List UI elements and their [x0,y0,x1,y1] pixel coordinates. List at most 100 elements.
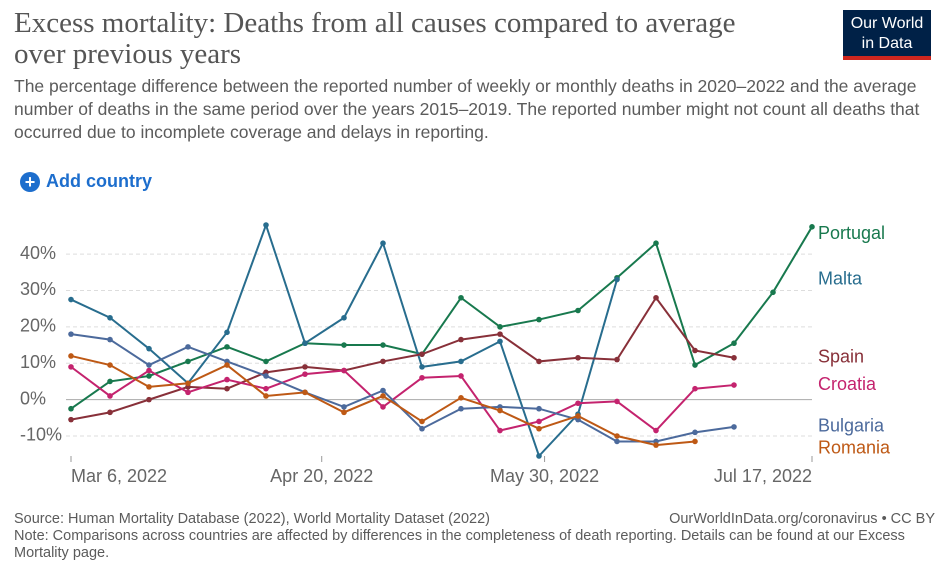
point [107,336,113,343]
point [458,373,464,379]
point [380,387,386,394]
note: Note: Comparisons across countries are a… [14,528,905,561]
point [68,416,74,423]
point [185,344,191,350]
x-tick-label: Apr 20, 2022 [270,466,373,486]
point [575,354,581,361]
line [70,295,735,421]
point [146,362,152,368]
point [341,409,347,416]
point [68,405,74,412]
point [185,358,191,365]
point [302,371,308,377]
point [68,364,74,370]
license: OurWorldInData.org/coronavirus • CC BY [669,511,935,527]
point [68,353,74,359]
y-tick-label: 0% [20,388,46,408]
point [263,385,269,392]
point [419,374,425,381]
legend-label: Romania [818,438,891,458]
point [146,384,152,390]
point [419,425,425,432]
point [185,380,191,387]
point [770,289,776,296]
point [653,294,659,301]
legend-label: Croatia [818,374,877,394]
point [419,418,425,425]
point [692,347,698,354]
legend-label: Spain [818,347,864,367]
add-country-button[interactable]: + Add country [20,171,152,192]
point [341,404,347,410]
point [653,427,659,434]
point [497,331,503,337]
point [497,407,503,414]
point [341,342,347,348]
point [146,367,152,374]
point [614,398,620,405]
point [263,373,269,379]
point [302,340,308,347]
point [614,433,620,439]
point [731,354,737,361]
point [107,378,113,385]
point [536,453,542,459]
point [692,429,698,436]
x-tick-label: May 30, 2022 [490,466,599,486]
point [341,314,347,321]
point [224,329,230,336]
point [302,389,308,396]
point [341,367,347,374]
legend-label: Portugal [818,223,885,243]
point [419,364,425,370]
point [224,362,230,368]
point [263,222,269,228]
point [68,296,74,303]
point [575,307,581,314]
point [224,385,230,392]
point [146,396,152,403]
x-tick-label: Jul 17, 2022 [714,466,812,486]
line [70,226,813,410]
legend-label: Bulgaria [818,416,885,436]
point [536,418,542,425]
point [302,364,308,370]
point [380,393,386,399]
point [536,405,542,412]
logo: Our World in Data [843,10,931,60]
point [692,362,698,368]
y-tick-label: 30% [20,279,56,299]
point [380,342,386,348]
point [614,356,620,363]
point [497,427,503,434]
add-country-label[interactable]: Add country [46,171,152,191]
point [263,358,269,365]
point [536,316,542,323]
line [70,366,735,432]
y-tick-label: 10% [20,352,56,372]
point [536,358,542,365]
point [107,393,113,399]
point [419,351,425,357]
point [146,345,152,352]
point [614,438,620,445]
point [575,400,581,407]
point [458,394,464,401]
point [692,385,698,392]
point [653,240,659,246]
point [224,376,230,383]
point [263,393,269,399]
chart-subtitle: The percentage difference between the re… [14,76,920,142]
y-tick-label: 40% [20,243,56,263]
point [458,336,464,343]
point [380,404,386,410]
point [458,358,464,365]
point [146,373,152,379]
point [575,413,581,419]
point [497,338,503,345]
point [653,442,659,448]
point [497,324,503,330]
point [380,358,386,365]
x-tick-label: Mar 6, 2022 [71,466,167,486]
